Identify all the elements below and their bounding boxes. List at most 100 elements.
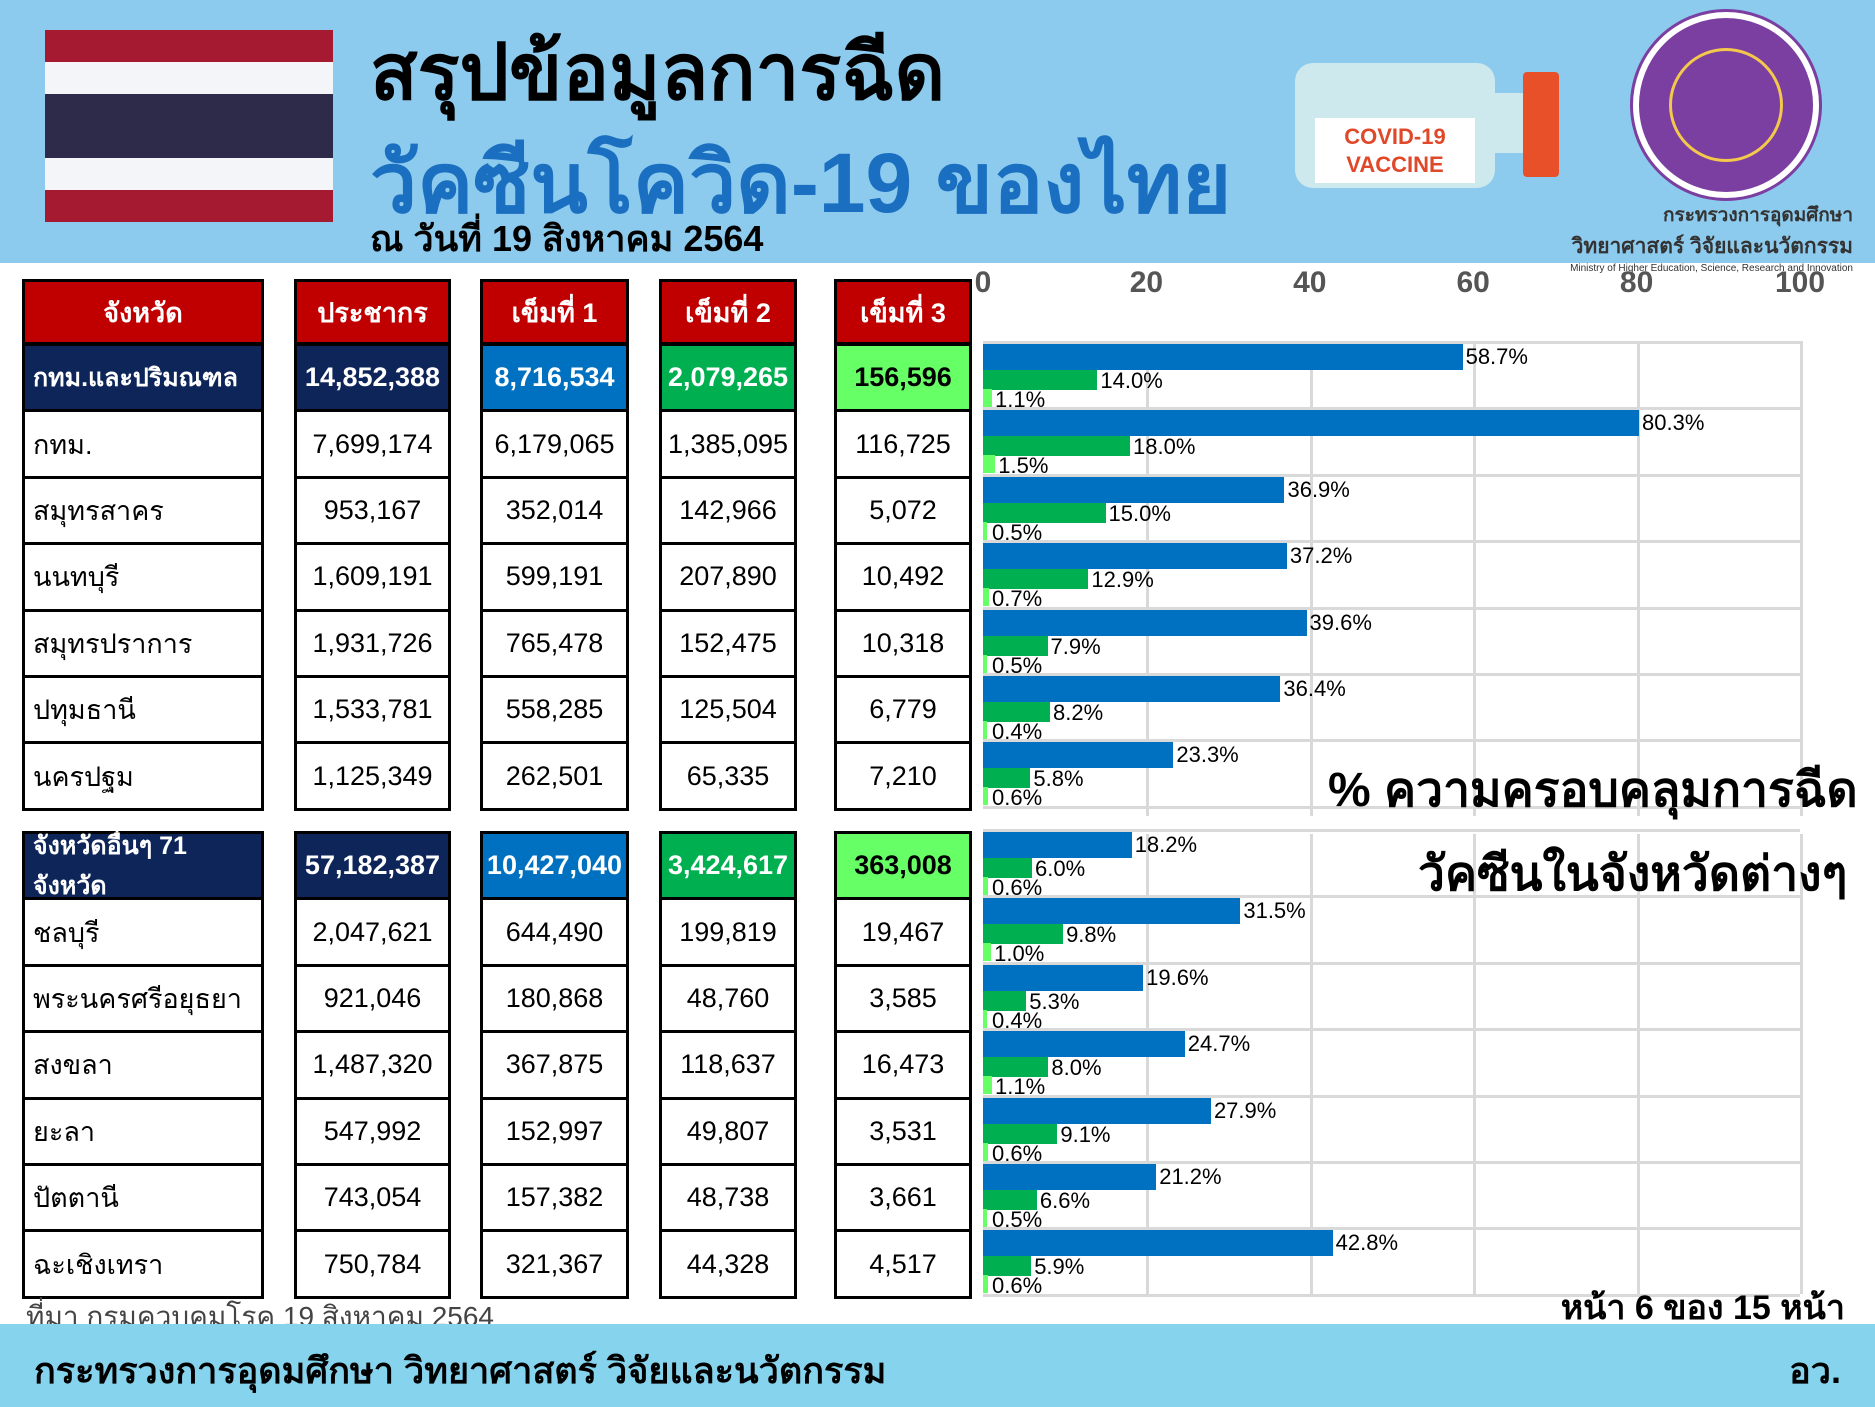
table-cell: 48,738 bbox=[659, 1163, 797, 1233]
footer-ministry: กระทรวงการอุดมศึกษา วิทยาศาสตร์ วิจัยและ… bbox=[34, 1350, 887, 1391]
province-name: ฉะเชิงเทรา bbox=[22, 1229, 264, 1299]
bar-dose1 bbox=[983, 476, 1285, 503]
gridline-horizontal bbox=[983, 540, 1800, 544]
table-cell: 3,424,617 bbox=[659, 831, 797, 901]
province-name: นนทบุรี bbox=[22, 542, 264, 612]
table-cell: 49,807 bbox=[659, 1096, 797, 1166]
province-name: สมุทรสาคร bbox=[22, 475, 264, 546]
data-label: 36.9% bbox=[1287, 476, 1350, 502]
gridline-vertical bbox=[1146, 834, 1150, 1294]
table-cell: 644,490 bbox=[480, 897, 629, 967]
data-label: 0.5% bbox=[992, 519, 1043, 545]
data-label: 21.2% bbox=[1159, 1164, 1222, 1189]
province-name: นครปฐม bbox=[22, 741, 264, 811]
data-label: 31.5% bbox=[1243, 898, 1306, 924]
bar-dose3 bbox=[983, 389, 992, 407]
table-cell: 156,596 bbox=[834, 343, 972, 413]
bar-dose3 bbox=[983, 521, 988, 540]
flag-stripe bbox=[45, 94, 333, 158]
table-cell: 118,637 bbox=[659, 1030, 797, 1100]
bar-dose2 bbox=[983, 1256, 1032, 1277]
gridline-horizontal bbox=[983, 739, 1800, 743]
bar-dose1 bbox=[983, 742, 1174, 769]
table-cell: 3,585 bbox=[834, 963, 972, 1034]
flag-stripe bbox=[45, 158, 333, 190]
bar-dose3 bbox=[983, 455, 996, 474]
table-cell: 1,487,320 bbox=[294, 1030, 451, 1100]
table-cell: 152,997 bbox=[480, 1096, 629, 1166]
bar-dose1 bbox=[983, 1097, 1211, 1124]
province-name: จังหวัดอื่นๆ 71 จังหวัด bbox=[22, 831, 264, 901]
data-label: 18.0% bbox=[1133, 434, 1196, 460]
data-label: 1.1% bbox=[994, 1074, 1046, 1100]
table-cell: 743,054 bbox=[294, 1163, 451, 1233]
gridline-horizontal bbox=[983, 473, 1800, 477]
table-cell: 125,504 bbox=[659, 675, 797, 745]
bar-dose2 bbox=[983, 1057, 1049, 1078]
province-name: พระนครศรีอยุธยา bbox=[22, 963, 264, 1034]
table-cell: 1,609,191 bbox=[294, 542, 451, 612]
gridline-vertical bbox=[1473, 341, 1477, 816]
x-tick-label: 40 bbox=[1293, 266, 1327, 299]
table-cell: 262,501 bbox=[480, 741, 629, 811]
flag-stripe bbox=[45, 190, 333, 222]
table-cell: 16,473 bbox=[834, 1030, 972, 1100]
data-label: 58.7% bbox=[1465, 344, 1528, 369]
table-cell: 116,725 bbox=[834, 409, 972, 479]
bar-dose3 bbox=[983, 1009, 987, 1028]
gridline-horizontal bbox=[983, 606, 1800, 610]
bar-dose3 bbox=[983, 1076, 992, 1095]
data-label: 12.9% bbox=[1091, 567, 1154, 593]
gridline-horizontal bbox=[983, 1161, 1800, 1164]
report-date: ณ วันที่ 19 สิงหาคม 2564 bbox=[370, 218, 764, 259]
bar-dose2 bbox=[983, 858, 1033, 878]
table-cell: 2,047,621 bbox=[294, 897, 451, 967]
province-name: กทม. bbox=[22, 409, 264, 479]
table-cell: 1,533,781 bbox=[294, 675, 451, 745]
table-cell: 953,167 bbox=[294, 475, 451, 546]
column-header: เข็มที่ 2 bbox=[659, 279, 797, 345]
table-cell: 7,699,174 bbox=[294, 409, 451, 479]
bar-dose2 bbox=[983, 702, 1050, 722]
data-label: 19.6% bbox=[1146, 964, 1209, 990]
bar-dose2 bbox=[983, 768, 1031, 789]
bar-dose3 bbox=[983, 1209, 988, 1227]
table-cell: 750,784 bbox=[294, 1229, 451, 1299]
data-label: 0.5% bbox=[992, 1207, 1043, 1232]
table-cell: 65,335 bbox=[659, 741, 797, 811]
table-cell: 8,716,534 bbox=[480, 343, 629, 413]
table-cell: 1,125,349 bbox=[294, 741, 451, 811]
table-cell: 207,890 bbox=[659, 542, 797, 612]
table-cell: 142,966 bbox=[659, 475, 797, 546]
flag-stripe bbox=[45, 62, 333, 94]
ministry-seal-logo bbox=[1633, 12, 1819, 198]
bar-dose1 bbox=[983, 1230, 1333, 1257]
bar-dose3 bbox=[983, 654, 988, 673]
bar-dose1 bbox=[983, 1164, 1157, 1190]
data-label: 23.3% bbox=[1176, 742, 1239, 768]
gridline-vertical bbox=[1800, 341, 1803, 816]
gridline-horizontal bbox=[983, 1293, 1800, 1297]
table-cell: 10,318 bbox=[834, 608, 972, 678]
bar-dose3 bbox=[983, 787, 988, 806]
data-label: 5.9% bbox=[1034, 1254, 1085, 1280]
table-cell: 363,008 bbox=[834, 831, 972, 901]
table-cell: 10,427,040 bbox=[480, 831, 629, 901]
bar-dose2 bbox=[983, 370, 1098, 390]
province-name: ชลบุรี bbox=[22, 897, 264, 967]
table-cell: 547,992 bbox=[294, 1096, 451, 1166]
data-label: 0.5% bbox=[992, 652, 1043, 678]
gridline-vertical bbox=[1473, 834, 1477, 1294]
bar-dose1 bbox=[983, 543, 1287, 570]
table-cell: 7,210 bbox=[834, 741, 972, 811]
footer: กระทรวงการอุดมศึกษา วิทยาศาสตร์ วิจัยและ… bbox=[0, 1324, 1875, 1407]
province-name: สงขลา bbox=[22, 1030, 264, 1100]
x-tick-label: 80 bbox=[1619, 266, 1654, 299]
data-label: 6.0% bbox=[1035, 856, 1086, 881]
footer-abbrev: อว. bbox=[1789, 1350, 1841, 1391]
bar-dose1 bbox=[983, 898, 1241, 925]
bar-dose1 bbox=[983, 609, 1307, 636]
x-tick-label: 100 bbox=[1774, 266, 1826, 299]
gridline-vertical bbox=[1800, 834, 1803, 1294]
province-name: ยะลา bbox=[22, 1096, 264, 1166]
